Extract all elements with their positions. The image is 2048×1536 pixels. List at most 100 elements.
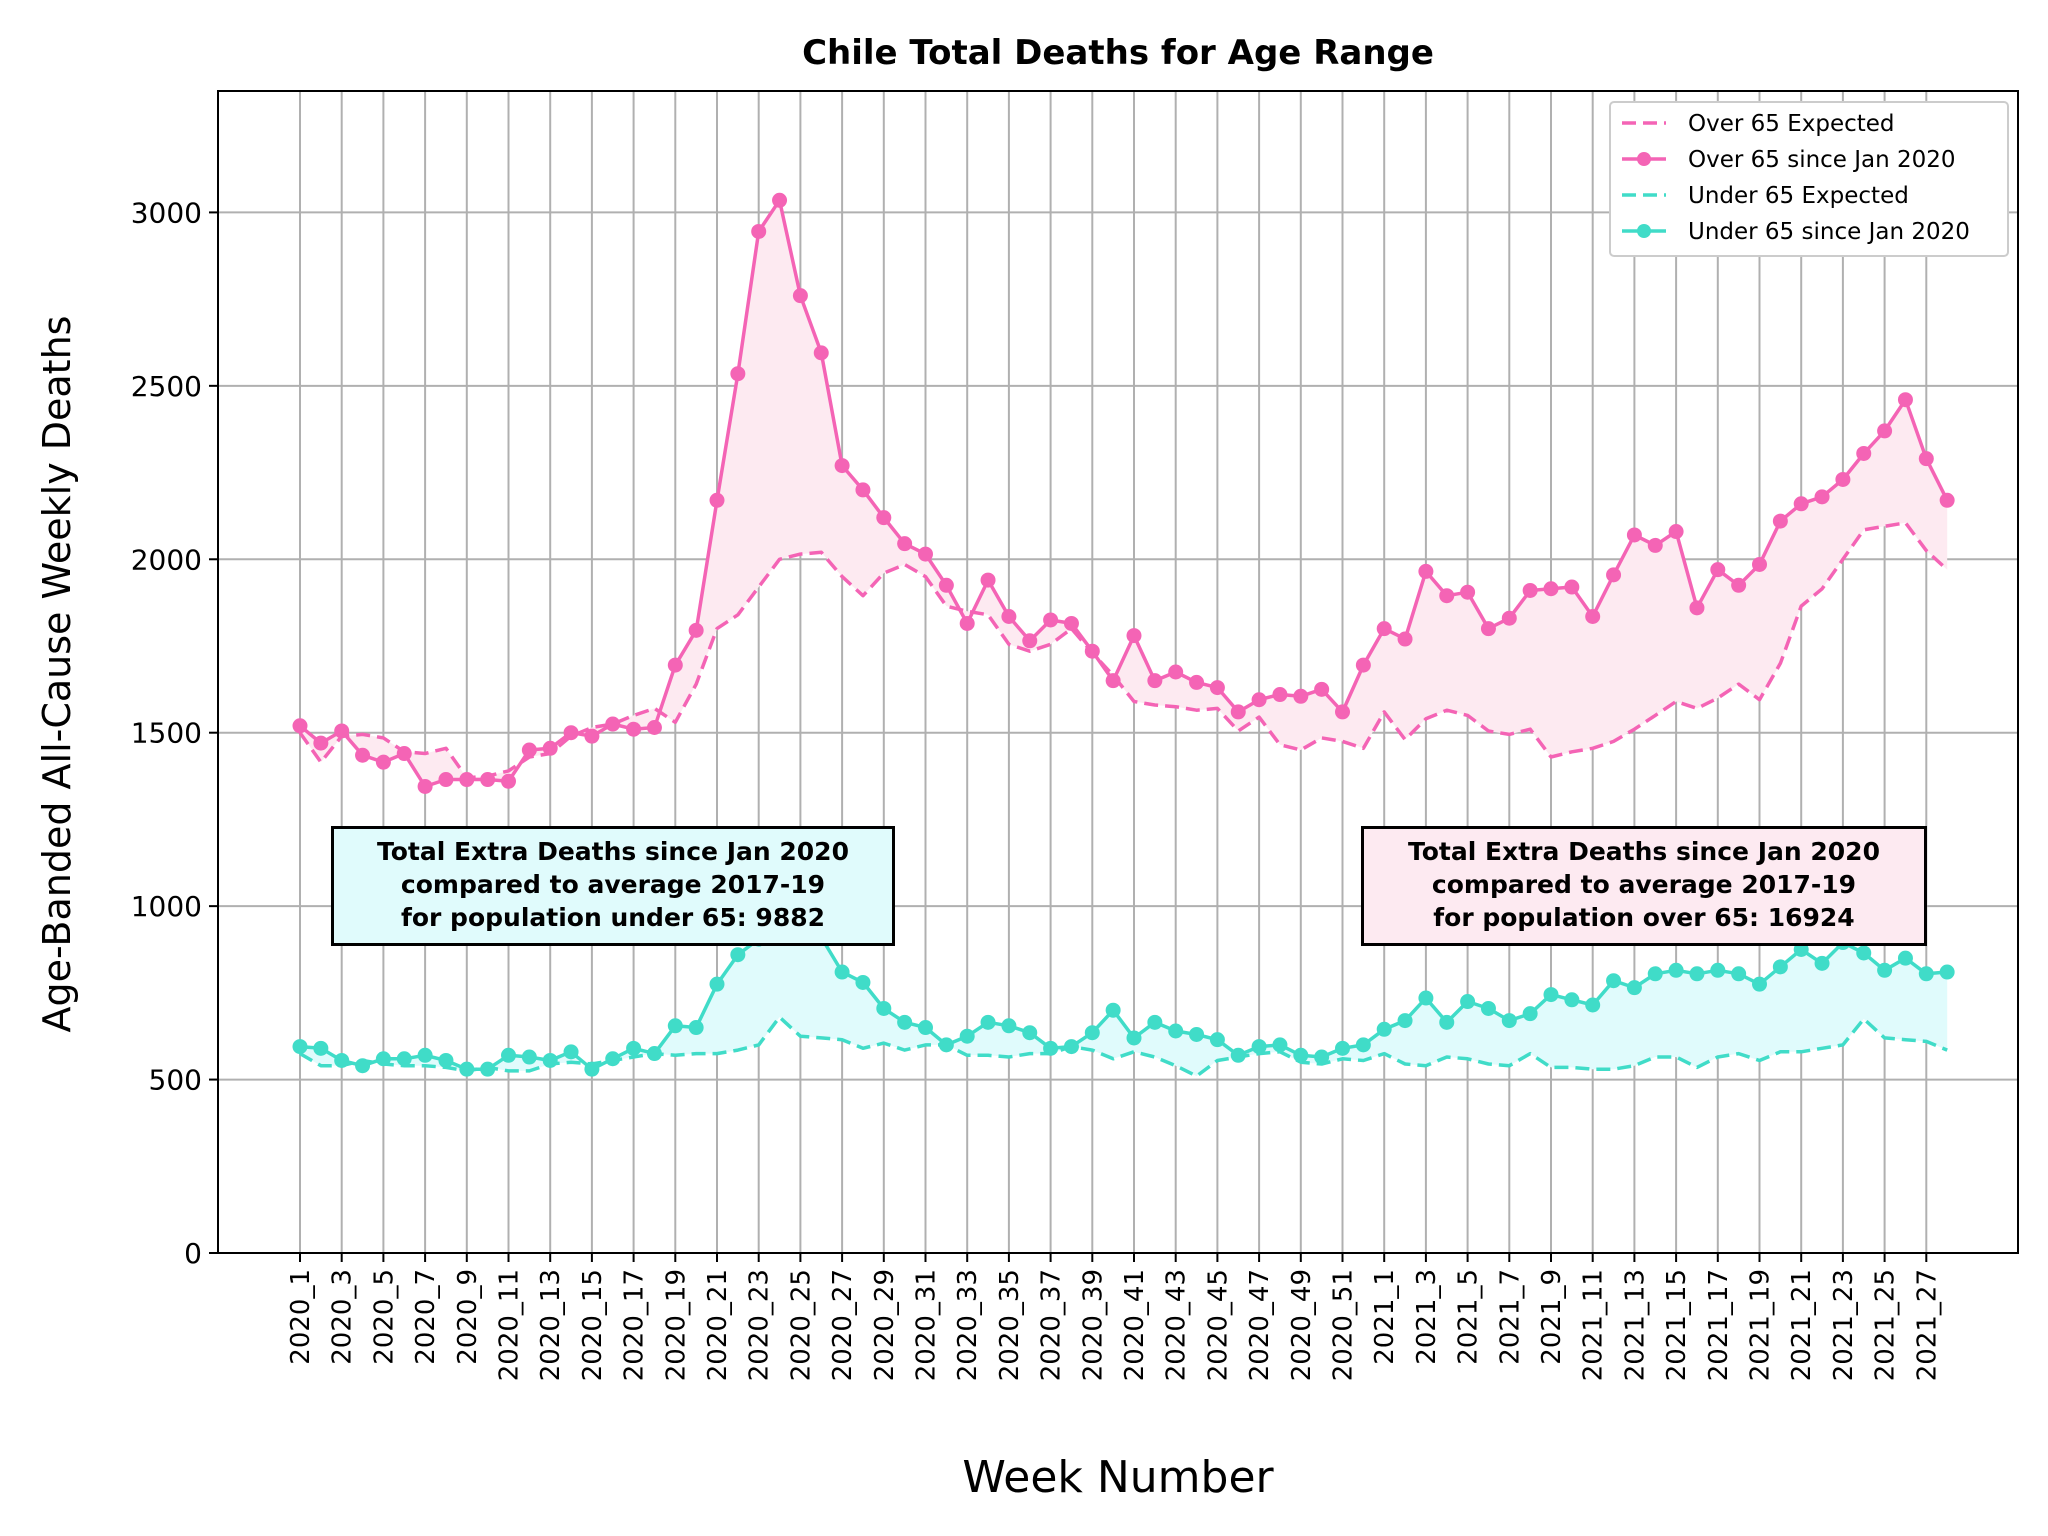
over-65-actual-point bbox=[1668, 524, 1684, 540]
under-65-actual-point bbox=[1314, 1049, 1330, 1065]
under-65-actual-point bbox=[1418, 990, 1434, 1006]
over-65-actual-point bbox=[1043, 612, 1059, 628]
y-tick-label: 1000 bbox=[131, 890, 202, 923]
over-65-actual-point bbox=[834, 458, 850, 474]
under-65-actual-point bbox=[626, 1040, 642, 1056]
under-65-actual-point bbox=[1189, 1026, 1205, 1042]
under-65-actual-point bbox=[1918, 966, 1934, 982]
under-65-actual-point bbox=[563, 1044, 579, 1060]
legend: Over 65 Expected Over 65 since Jan 2020 Un… bbox=[1609, 101, 2009, 257]
under-65-actual-point bbox=[1439, 1014, 1455, 1030]
over-65-actual-point bbox=[396, 746, 412, 762]
under-65-actual-point bbox=[1063, 1039, 1079, 1055]
over-65-actual-point bbox=[1647, 537, 1663, 553]
over-65-actual-point bbox=[1752, 556, 1767, 572]
x-tick-label: 2021_9 bbox=[1537, 1269, 1567, 1365]
under-65-actual-point bbox=[501, 1047, 516, 1063]
over-65-actual-point bbox=[1355, 657, 1371, 673]
annotation-under-line2: compared to average 2017-19 bbox=[400, 870, 826, 899]
x-tick-label: 2020_19 bbox=[661, 1269, 691, 1381]
under-65-actual-point bbox=[1168, 1023, 1184, 1039]
y-tick-label: 2000 bbox=[131, 543, 202, 576]
under-65-actual-point bbox=[1251, 1039, 1267, 1055]
under-65-actual-point bbox=[918, 1020, 933, 1036]
over-65-actual-point bbox=[521, 742, 537, 758]
over-65-actual-point bbox=[1856, 445, 1872, 461]
under-65-actual-point bbox=[521, 1049, 537, 1065]
under-65-actual-point bbox=[980, 1014, 996, 1030]
under-65-actual-point bbox=[334, 1052, 350, 1068]
under-65-actual-point bbox=[1772, 959, 1788, 975]
under-65-actual-point bbox=[1606, 973, 1622, 989]
x-tick-label: 2021_11 bbox=[1579, 1269, 1609, 1381]
x-tick-label: 2021_5 bbox=[1454, 1269, 1484, 1365]
x-tick-label: 2021_19 bbox=[1746, 1269, 1776, 1381]
over-65-actual-point bbox=[1126, 628, 1142, 644]
under-65-actual-point bbox=[1043, 1040, 1059, 1056]
under-65-actual-point bbox=[1084, 1025, 1100, 1041]
under-65-actual-point bbox=[1460, 994, 1476, 1010]
x-tick-label: 2020_29 bbox=[870, 1269, 900, 1381]
over-65-actual-point bbox=[1731, 577, 1747, 593]
over-65-actual-point bbox=[1168, 664, 1184, 680]
over-65-actual-point bbox=[355, 747, 371, 763]
over-65-actual-point bbox=[876, 510, 892, 526]
over-65-actual-point bbox=[1522, 582, 1538, 598]
under-65-actual-point bbox=[1147, 1014, 1163, 1030]
x-tick-label: 2020_45 bbox=[1203, 1269, 1233, 1381]
over-65-actual-point bbox=[1293, 688, 1309, 704]
x-tick-label: 2020_31 bbox=[912, 1269, 942, 1381]
over-65-actual-point bbox=[1585, 609, 1601, 625]
under-65-actual-point bbox=[1939, 964, 1955, 980]
under-65-actual-point bbox=[542, 1052, 558, 1068]
over-65-actual-point bbox=[938, 577, 954, 593]
under-65-actual-point bbox=[897, 1014, 913, 1030]
over-65-actual-point bbox=[1772, 513, 1788, 529]
over-65-actual-point bbox=[1001, 609, 1017, 625]
over-65-actual-point bbox=[1314, 681, 1330, 697]
under-65-actual-point bbox=[688, 1020, 704, 1036]
under-65-actual-point bbox=[438, 1052, 454, 1068]
x-tick-label: 2020_1 bbox=[286, 1269, 316, 1365]
over-65-actual-point bbox=[855, 482, 871, 498]
x-tick-label: 2020_25 bbox=[786, 1269, 816, 1381]
legend-label: Under 65 Expected bbox=[1688, 183, 1909, 209]
under-65-actual-point bbox=[1564, 992, 1580, 1008]
x-tick-label: 2020_39 bbox=[1078, 1269, 1108, 1381]
over-65-actual-point bbox=[584, 728, 600, 744]
over-65-actual-point bbox=[751, 223, 767, 239]
under-65-actual-point bbox=[1397, 1013, 1413, 1029]
x-tick-label: 2020_33 bbox=[953, 1269, 983, 1381]
under-65-actual-point bbox=[959, 1028, 975, 1044]
x-tick-label: 2021_17 bbox=[1704, 1269, 1734, 1381]
y-tick-label: 3000 bbox=[131, 196, 202, 229]
over-65-actual-point bbox=[1877, 423, 1893, 439]
x-tick-label: 2021_23 bbox=[1829, 1269, 1859, 1381]
under-65-actual-point bbox=[1731, 966, 1747, 982]
x-tick-label: 2020_15 bbox=[578, 1269, 608, 1381]
over-65-actual-point bbox=[1626, 527, 1642, 543]
x-tick-label: 2020_49 bbox=[1287, 1269, 1317, 1381]
over-65-excess-area bbox=[300, 200, 1948, 787]
over-65-actual-point bbox=[1606, 567, 1622, 583]
under-65-actual-point bbox=[1126, 1030, 1142, 1046]
x-tick-label: 2020_51 bbox=[1329, 1269, 1359, 1381]
x-tick-label: 2020_17 bbox=[620, 1269, 650, 1381]
over-65-actual-point bbox=[1439, 588, 1455, 604]
over-65-expected-line bbox=[298, 521, 1949, 780]
over-65-actual-point bbox=[688, 622, 704, 638]
over-65-actual-point bbox=[1084, 643, 1100, 659]
x-tick-label: 2021_1 bbox=[1370, 1269, 1400, 1365]
under-65-actual-point bbox=[1897, 950, 1913, 966]
under-65-actual-point bbox=[667, 1018, 683, 1034]
over-65-actual-point bbox=[1022, 633, 1038, 649]
under-65-actual-point bbox=[1814, 955, 1830, 971]
over-65-actual-point bbox=[605, 716, 621, 732]
x-tick-label: 2021_3 bbox=[1412, 1269, 1442, 1365]
over-65-actual-point bbox=[313, 735, 329, 751]
under-65-actual-point bbox=[480, 1061, 496, 1077]
over-65-actual-point bbox=[292, 718, 308, 734]
x-tick-label: 2021_27 bbox=[1912, 1269, 1942, 1381]
over-65-actual-point bbox=[1230, 704, 1246, 720]
under-65-actual-point bbox=[1209, 1032, 1225, 1048]
